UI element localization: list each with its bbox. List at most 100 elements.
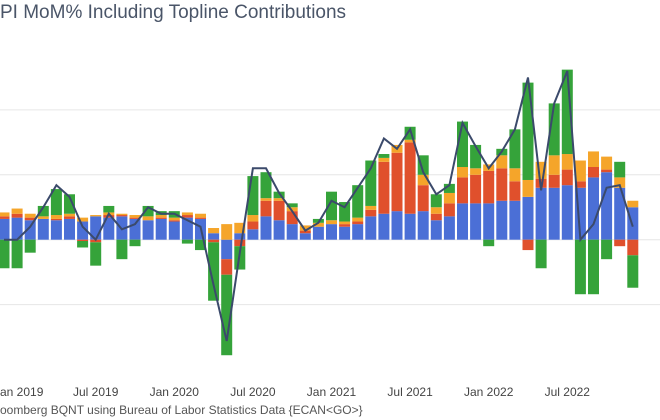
bar-segment	[221, 224, 233, 240]
bar-segment	[260, 198, 272, 201]
bar-segment	[299, 225, 311, 231]
bar-segment	[299, 230, 311, 234]
bar-segment	[365, 160, 377, 206]
bar-segment	[443, 203, 455, 217]
bar-segment	[129, 239, 141, 247]
bar-segment	[247, 229, 259, 240]
bar-segment	[535, 187, 547, 240]
bar-segment	[627, 200, 639, 208]
bar-segment	[601, 156, 613, 170]
bar-segment	[417, 185, 429, 212]
bar-segment	[195, 217, 206, 219]
bar-segment	[90, 215, 102, 217]
bar-segment	[470, 144, 482, 169]
bar-segment	[50, 215, 62, 219]
bar-segment	[208, 239, 220, 243]
bar-segment	[299, 233, 311, 240]
chart-title: PI MoM% Including Topline Contributions	[0, 2, 346, 23]
bar-segment	[116, 213, 128, 216]
bar-segment	[142, 216, 154, 221]
bar-segment	[286, 207, 298, 212]
bar-segment	[391, 211, 403, 240]
bar-segment	[0, 212, 10, 217]
x-tick-label: Jul 2020	[230, 385, 276, 399]
bar-segment	[273, 220, 285, 240]
bar-segment	[50, 220, 62, 240]
bar-segment	[561, 169, 573, 186]
bar-segment	[470, 168, 482, 175]
bar-segment	[496, 200, 508, 240]
bar-segment	[574, 187, 586, 240]
bar-segment	[129, 218, 141, 240]
bar-segment	[535, 239, 547, 269]
bar-segment	[142, 205, 154, 217]
bar-segment	[273, 191, 285, 199]
bar-segment	[588, 151, 599, 168]
bar-segment	[535, 161, 547, 179]
bar-segment	[11, 213, 23, 218]
bar-segment	[181, 217, 193, 240]
bar-segment	[11, 217, 23, 240]
bar-segment	[352, 185, 364, 218]
bar-segment	[417, 155, 429, 175]
bar-segment	[522, 239, 534, 251]
bar-segment	[509, 129, 521, 169]
bar-segment	[509, 181, 521, 201]
bar-segment	[365, 205, 377, 210]
bar-segment	[574, 181, 586, 188]
bar-segment	[496, 168, 508, 201]
bar-segment	[588, 239, 599, 295]
bar-segment	[378, 157, 390, 162]
bar-segment	[234, 233, 246, 240]
bar-segment	[339, 221, 351, 225]
bar-segment	[37, 216, 49, 219]
bar-segment	[365, 216, 377, 240]
bar-segment	[0, 239, 10, 269]
bar-segment	[273, 198, 285, 201]
bar-segment	[614, 177, 626, 188]
bar-segment	[208, 228, 220, 234]
bar-segment	[365, 209, 377, 217]
bar-segment	[103, 217, 115, 240]
bar-segment	[417, 211, 429, 240]
bar-segment	[116, 215, 128, 217]
bar-segment	[378, 161, 390, 214]
bar-segment	[457, 167, 468, 178]
bar-segment	[208, 233, 220, 240]
bar-segment	[339, 202, 351, 222]
bar-segment	[11, 208, 23, 214]
bar-segment	[457, 121, 468, 168]
bar-segment	[181, 212, 193, 216]
bar-segment	[548, 103, 560, 156]
bar-segment	[601, 172, 613, 240]
bar-segment	[273, 200, 285, 221]
x-tick-label: an 2019	[0, 385, 44, 399]
bar-segment	[443, 183, 455, 193]
bar-segment	[404, 142, 416, 214]
bar-segment	[352, 224, 364, 240]
bar-segment	[430, 207, 442, 214]
bar-segment	[483, 203, 495, 240]
bar-segment	[614, 187, 626, 240]
x-tick-label: Jul 2021	[387, 385, 433, 399]
x-tick-label: Jan 2020	[150, 385, 200, 399]
bar-segment	[352, 221, 364, 225]
bar-segment	[430, 194, 442, 208]
bar-segment	[37, 218, 49, 240]
bar-segment	[11, 239, 23, 269]
bar-segment	[339, 224, 351, 227]
bar-segment	[286, 224, 298, 240]
bar-segment	[234, 239, 246, 247]
bar-segment	[129, 215, 141, 218]
bar-segment	[326, 191, 337, 221]
bar-segment	[561, 154, 573, 170]
bar-segment	[443, 216, 455, 240]
bar-segment	[168, 221, 180, 240]
bar-segment	[286, 211, 298, 225]
bar-segment	[457, 203, 468, 240]
bar-segment	[77, 221, 89, 240]
bar-segment	[404, 139, 416, 143]
bar-segment	[588, 177, 599, 240]
bar-segment	[430, 213, 442, 221]
bar-segment	[339, 226, 351, 240]
